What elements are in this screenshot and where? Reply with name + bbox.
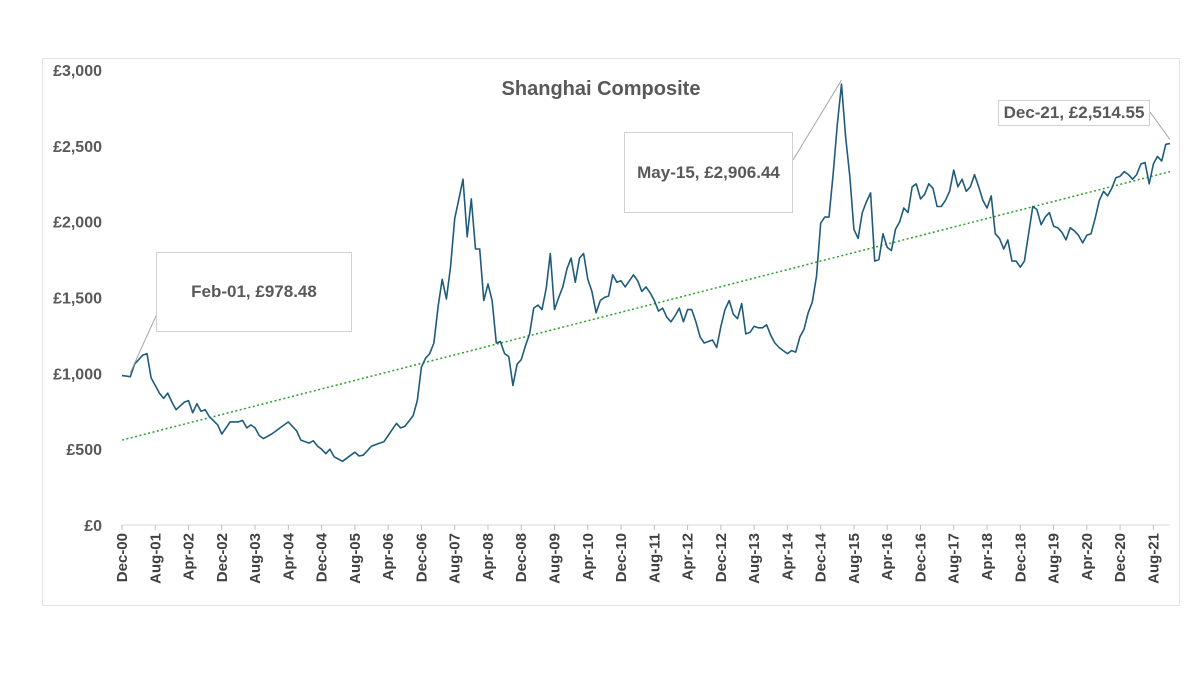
chart-frame <box>42 58 1180 606</box>
x-tick-label: Apr-14 <box>779 532 796 580</box>
annotation-leader-line <box>129 315 157 373</box>
x-tick-label: Aug-21 <box>1145 533 1162 584</box>
x-tick-label: Aug-03 <box>247 533 264 584</box>
y-tick-label: £1,000 <box>53 366 102 383</box>
annotation-leaders <box>129 79 1171 373</box>
x-tick-label: Aug-07 <box>447 533 464 584</box>
annotation-feb-01: Feb-01, £978.48 <box>156 252 352 332</box>
x-tick-label: Aug-01 <box>147 533 164 584</box>
series-line <box>121 83 1171 463</box>
x-tick-label: Apr-16 <box>879 533 896 581</box>
y-tick-label: £500 <box>66 442 102 459</box>
x-tick-label: Dec-08 <box>513 533 530 582</box>
annotation-may-15: May-15, £2,906.44 <box>624 132 793 213</box>
x-tick-label: Aug-05 <box>347 533 364 584</box>
x-tick-label: Dec-00 <box>114 533 131 582</box>
x-tick-label: Aug-19 <box>1046 533 1063 584</box>
x-tick-label: Apr-20 <box>1079 533 1096 581</box>
y-axis: £0 £500 £1,000 £1,500 £2,000 £2,500 £3,000 <box>53 63 102 535</box>
x-tick-label: Dec-06 <box>413 533 430 582</box>
x-tick-label: Dec-16 <box>912 533 929 582</box>
annotation-leader-line <box>792 79 842 161</box>
chart-title: Shanghai Composite <box>502 78 701 100</box>
x-tick-label: Aug-15 <box>846 533 863 584</box>
annotation-label: Feb-01, £978.48 <box>191 282 317 301</box>
annotation-label: May-15, £2,906.44 <box>637 162 780 182</box>
x-tick-label: Dec-18 <box>1012 533 1029 582</box>
x-tick-label: Aug-09 <box>547 533 564 584</box>
y-tick-label: £1,500 <box>53 291 102 308</box>
x-tick-label: Dec-02 <box>214 533 231 582</box>
annotation-leader-line <box>1149 111 1171 140</box>
x-tick-label: Apr-02 <box>181 533 198 581</box>
y-tick-label: £0 <box>84 518 102 535</box>
x-tick-label: Aug-11 <box>646 533 663 583</box>
x-tick-label: Apr-12 <box>680 533 697 581</box>
annotation-label: Dec-21, £2,514.55 <box>1003 103 1145 122</box>
x-tick-label: Dec-12 <box>713 533 730 582</box>
annotation-dec-21: Dec-21, £2,514.55 <box>998 100 1150 126</box>
y-tick-label: £2,500 <box>53 139 102 156</box>
x-axis: Dec-00 Aug-01 Apr-02 Dec-02 Aug-03 Apr-04 Dec-… <box>114 525 1162 584</box>
x-tick-label: Apr-06 <box>380 533 397 581</box>
x-tick-label: Aug-13 <box>746 533 763 584</box>
trendline <box>121 170 1171 441</box>
y-tick-label: £2,000 <box>53 215 102 232</box>
x-tick-label: Aug-17 <box>946 533 963 584</box>
x-tick-label: Dec-04 <box>314 532 331 582</box>
x-tick-label: Apr-08 <box>480 533 497 581</box>
x-tick-label: Apr-04 <box>280 532 297 580</box>
x-tick-label: Apr-18 <box>979 533 996 581</box>
x-tick-label: Dec-14 <box>813 532 830 582</box>
x-tick-label: Apr-10 <box>580 533 597 581</box>
x-tick-label: Dec-10 <box>613 533 630 582</box>
y-tick-label: £3,000 <box>53 63 102 80</box>
x-tick-label: Dec-20 <box>1112 533 1129 582</box>
